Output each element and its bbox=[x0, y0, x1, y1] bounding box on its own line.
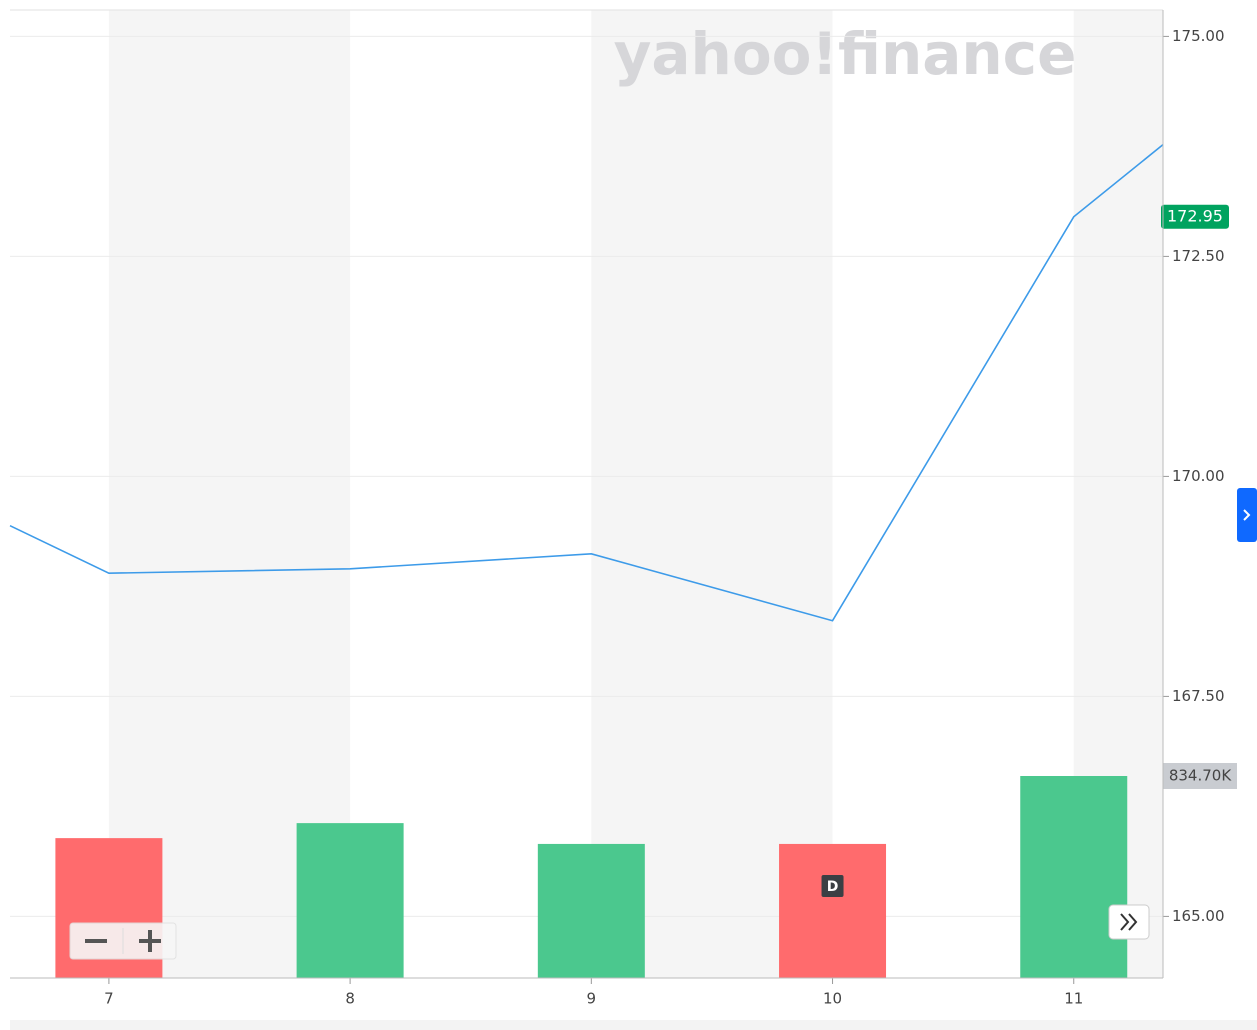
event-marker-box bbox=[821, 875, 844, 897]
price-tag-box bbox=[1161, 204, 1229, 229]
day-band bbox=[591, 10, 833, 978]
volume-bar bbox=[537, 843, 645, 978]
zoom-controls bbox=[69, 922, 177, 960]
volume-tag-label: 834.70K bbox=[1169, 767, 1232, 785]
scroll-end-icon bbox=[1120, 913, 1138, 931]
x-tick-label: 9 bbox=[587, 990, 597, 1008]
volume-bar bbox=[296, 823, 404, 978]
watermark: yahoo!finance bbox=[614, 20, 1077, 88]
footer-strip bbox=[10, 1020, 1257, 1030]
x-tick-label: 10 bbox=[823, 990, 842, 1008]
volume-bar bbox=[1020, 776, 1128, 978]
volume-tag-box bbox=[1163, 763, 1237, 790]
price-line bbox=[9, 144, 1164, 622]
event-marker-label: D bbox=[827, 879, 839, 895]
panel-toggle-icon bbox=[1243, 509, 1251, 521]
price-tag-label: 172.95 bbox=[1167, 206, 1223, 225]
y-tick-label: 175.00 bbox=[1172, 27, 1225, 45]
y-tick-label: 165.00 bbox=[1172, 907, 1225, 925]
volume-bar bbox=[779, 843, 887, 978]
panel-toggle[interactable] bbox=[1237, 488, 1257, 542]
x-tick-label: 11 bbox=[1064, 990, 1083, 1008]
zoom-in-button[interactable] bbox=[139, 930, 161, 952]
x-tick-label: 8 bbox=[345, 990, 355, 1008]
zoom-out-button[interactable] bbox=[85, 939, 107, 943]
day-band bbox=[108, 10, 351, 978]
x-tick-label: 7 bbox=[104, 990, 114, 1008]
y-tick-label: 172.50 bbox=[1172, 247, 1225, 265]
volume-tag: 834.70K bbox=[1163, 763, 1237, 790]
y-tick-label: 167.50 bbox=[1172, 687, 1225, 705]
y-tick-label: 170.00 bbox=[1172, 467, 1225, 485]
